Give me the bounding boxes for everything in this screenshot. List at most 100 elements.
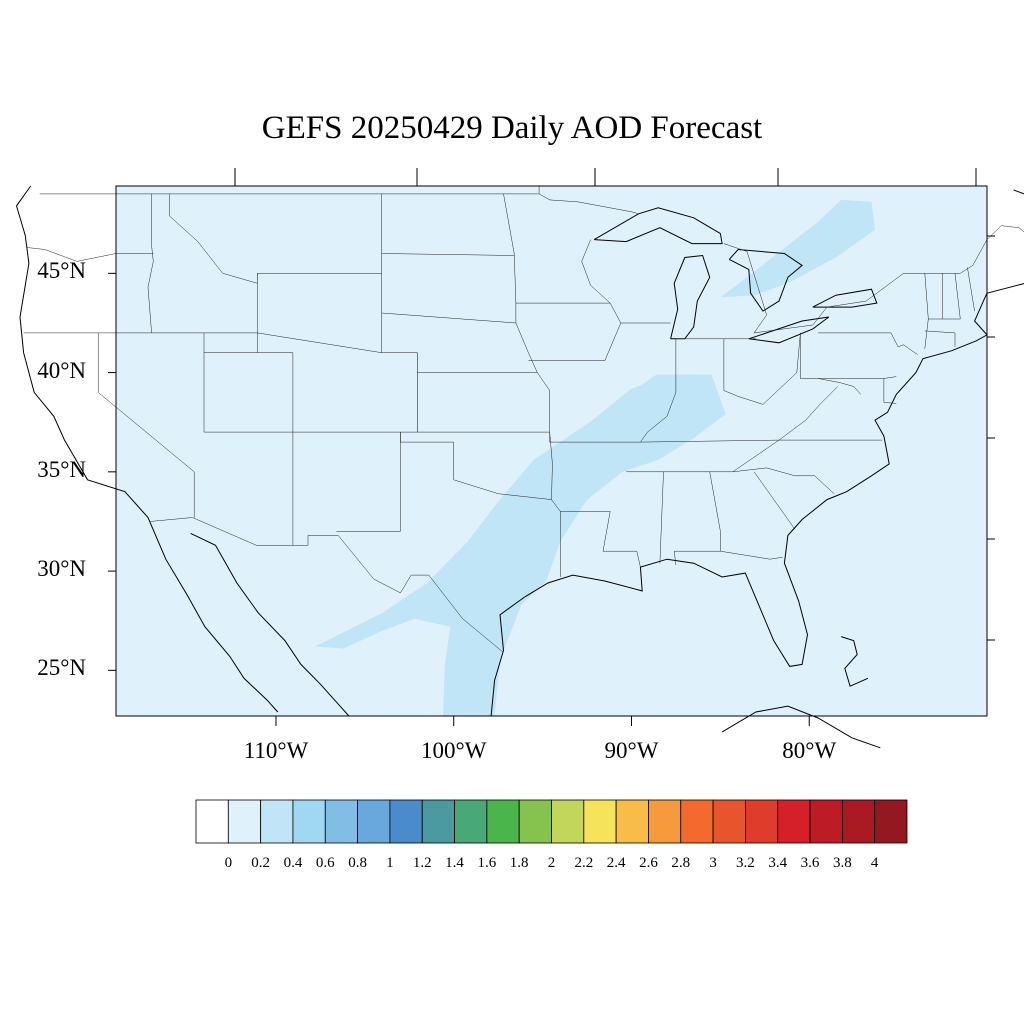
border-line (723, 225, 1024, 334)
colorbar-swatch (583, 799, 617, 844)
border-line (883, 378, 897, 404)
aod-plume-ohio-valley (624, 374, 714, 437)
border-line (581, 239, 611, 304)
border-line (818, 332, 918, 355)
state-borders (23, 186, 1024, 653)
colorbar-swatch (777, 799, 811, 844)
lon-label: 100°W (421, 738, 487, 763)
colorbar-swatch (292, 799, 326, 844)
colorbar-label: 2.8 (671, 855, 691, 871)
border-line (640, 439, 780, 443)
border-line (723, 332, 801, 405)
colorbar-label: 2.4 (606, 855, 626, 871)
colorbar-label: 3 (709, 855, 717, 871)
colorbar (195, 799, 908, 844)
border-line (818, 378, 861, 395)
coastline-gulf-of-california (190, 532, 350, 717)
colorbar-swatch (357, 799, 391, 844)
border-line (97, 332, 195, 518)
colorbar-label: 1 (386, 855, 394, 871)
coastline-bahamas (841, 636, 869, 687)
border-line (538, 193, 639, 215)
lat-label: 25°N (37, 655, 86, 681)
border-line (924, 330, 956, 334)
colorbar-swatch (421, 799, 455, 844)
border-line (967, 267, 975, 312)
border-line (147, 193, 154, 333)
border-line (560, 511, 641, 568)
colorbar-label: 0.2 (251, 855, 270, 871)
colorbar-label: 3.4 (768, 855, 788, 871)
coastline-pacific (15, 185, 279, 713)
lake-michigan (670, 254, 711, 340)
lake-ontario (812, 288, 878, 308)
colorbar-label: 0.4 (283, 855, 303, 871)
colorbar-swatch (486, 799, 520, 844)
colorbar-label: 1.2 (412, 855, 432, 871)
border-line (381, 253, 515, 256)
colorbar-label: 3.6 (800, 855, 820, 871)
border-line (27, 247, 154, 262)
aod-plume-south-central (315, 374, 726, 716)
border-line (928, 273, 961, 320)
border-line (336, 432, 401, 532)
border-line (732, 467, 835, 494)
colorbar-label: 1.4 (445, 855, 464, 871)
colorbar-swatch (260, 799, 294, 844)
lake-superior (593, 207, 723, 245)
coastline-cuba (721, 705, 881, 749)
colorbar-label: 1.8 (509, 855, 529, 871)
map-title: GEFS 20250429 Daily AOD Forecast (261, 110, 763, 146)
coastlines (15, 185, 1024, 749)
colorbar-swatch (454, 799, 488, 844)
lake-erie (748, 316, 830, 344)
colorbar-swatch (648, 799, 682, 844)
colorbar-swatch (389, 799, 423, 844)
colorbar-swatch (809, 799, 843, 844)
border-line (400, 432, 553, 500)
axis-ticks (108, 168, 995, 726)
colorbar-label: 2.2 (574, 855, 594, 871)
lat-label: 30°N (37, 556, 86, 582)
coastline-maritimes (986, 189, 1024, 294)
lon-label: 110°W (243, 738, 309, 763)
lon-label: 80°W (782, 738, 837, 763)
colorbar-label: 0.6 (315, 855, 335, 871)
colorbar-label: 0 (224, 855, 233, 871)
colorbar-label: 3.2 (736, 855, 755, 871)
border-line (753, 471, 796, 530)
map-border (115, 185, 988, 717)
lat-label: 45°N (37, 258, 86, 284)
colorbar-swatch (195, 799, 229, 844)
border-line (381, 312, 516, 324)
aod-plume-ontario (720, 199, 875, 298)
border-line (503, 193, 538, 373)
colorbar-swatch (518, 799, 552, 844)
colorbar-swatch (551, 799, 585, 844)
border-line (417, 372, 550, 433)
border-line (800, 332, 897, 379)
border-line (203, 273, 294, 433)
colorbar-label: 1.6 (477, 855, 497, 871)
border-line (778, 386, 838, 441)
border-line (537, 372, 641, 443)
colorbar-swatch (841, 799, 876, 844)
border-line (149, 517, 504, 653)
lon-label: 90°W (604, 738, 659, 763)
colorbar-swatch (712, 799, 746, 844)
border-line (640, 338, 677, 443)
map-frame (15, 168, 1024, 749)
colorbar-label: 0.8 (348, 855, 367, 871)
lake-huron (728, 248, 803, 312)
coastline-atlantic-gulf (490, 292, 988, 717)
border-line (659, 471, 664, 564)
border-line (720, 550, 783, 560)
colorbar-swatch (227, 799, 262, 844)
lat-label: 40°N (37, 357, 86, 383)
colorbar-label: 2.6 (639, 855, 658, 871)
colorbar-label: 4 (870, 855, 879, 871)
aod-overlay (315, 199, 875, 716)
border-line (551, 499, 561, 512)
colorbar-swatch (615, 799, 649, 844)
